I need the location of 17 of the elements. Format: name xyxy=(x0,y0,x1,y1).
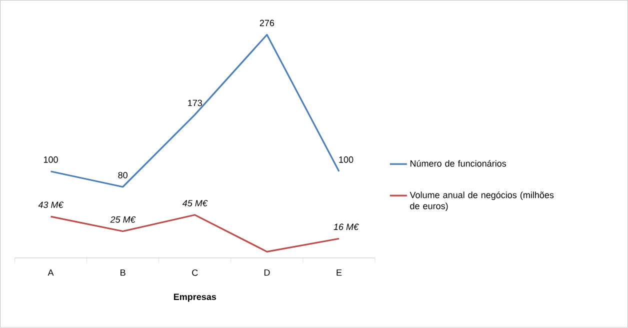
data-label: 45 M€ xyxy=(182,200,208,207)
legend-label: Número de funcionários xyxy=(410,160,506,167)
data-label: 100 xyxy=(44,156,58,163)
x-tick-label: A xyxy=(48,270,54,276)
data-label: 80 xyxy=(118,172,128,178)
x-axis-title: Empresas xyxy=(174,294,216,302)
data-label: 276 xyxy=(260,20,274,26)
data-label: 173 xyxy=(188,100,202,106)
x-tick-label: D xyxy=(264,270,270,276)
data-label: 43 M€ xyxy=(38,202,64,208)
data-label: 25 M€ xyxy=(110,216,136,223)
legend-label: Volume anual de negócios (milhões de euros) xyxy=(410,192,554,212)
x-tick-label: E xyxy=(336,270,342,276)
data-label: 100 xyxy=(339,156,354,163)
x-tick-label: C xyxy=(192,270,198,276)
x-tick-label: B xyxy=(120,270,126,276)
data-label: 16 M€ xyxy=(334,224,359,230)
